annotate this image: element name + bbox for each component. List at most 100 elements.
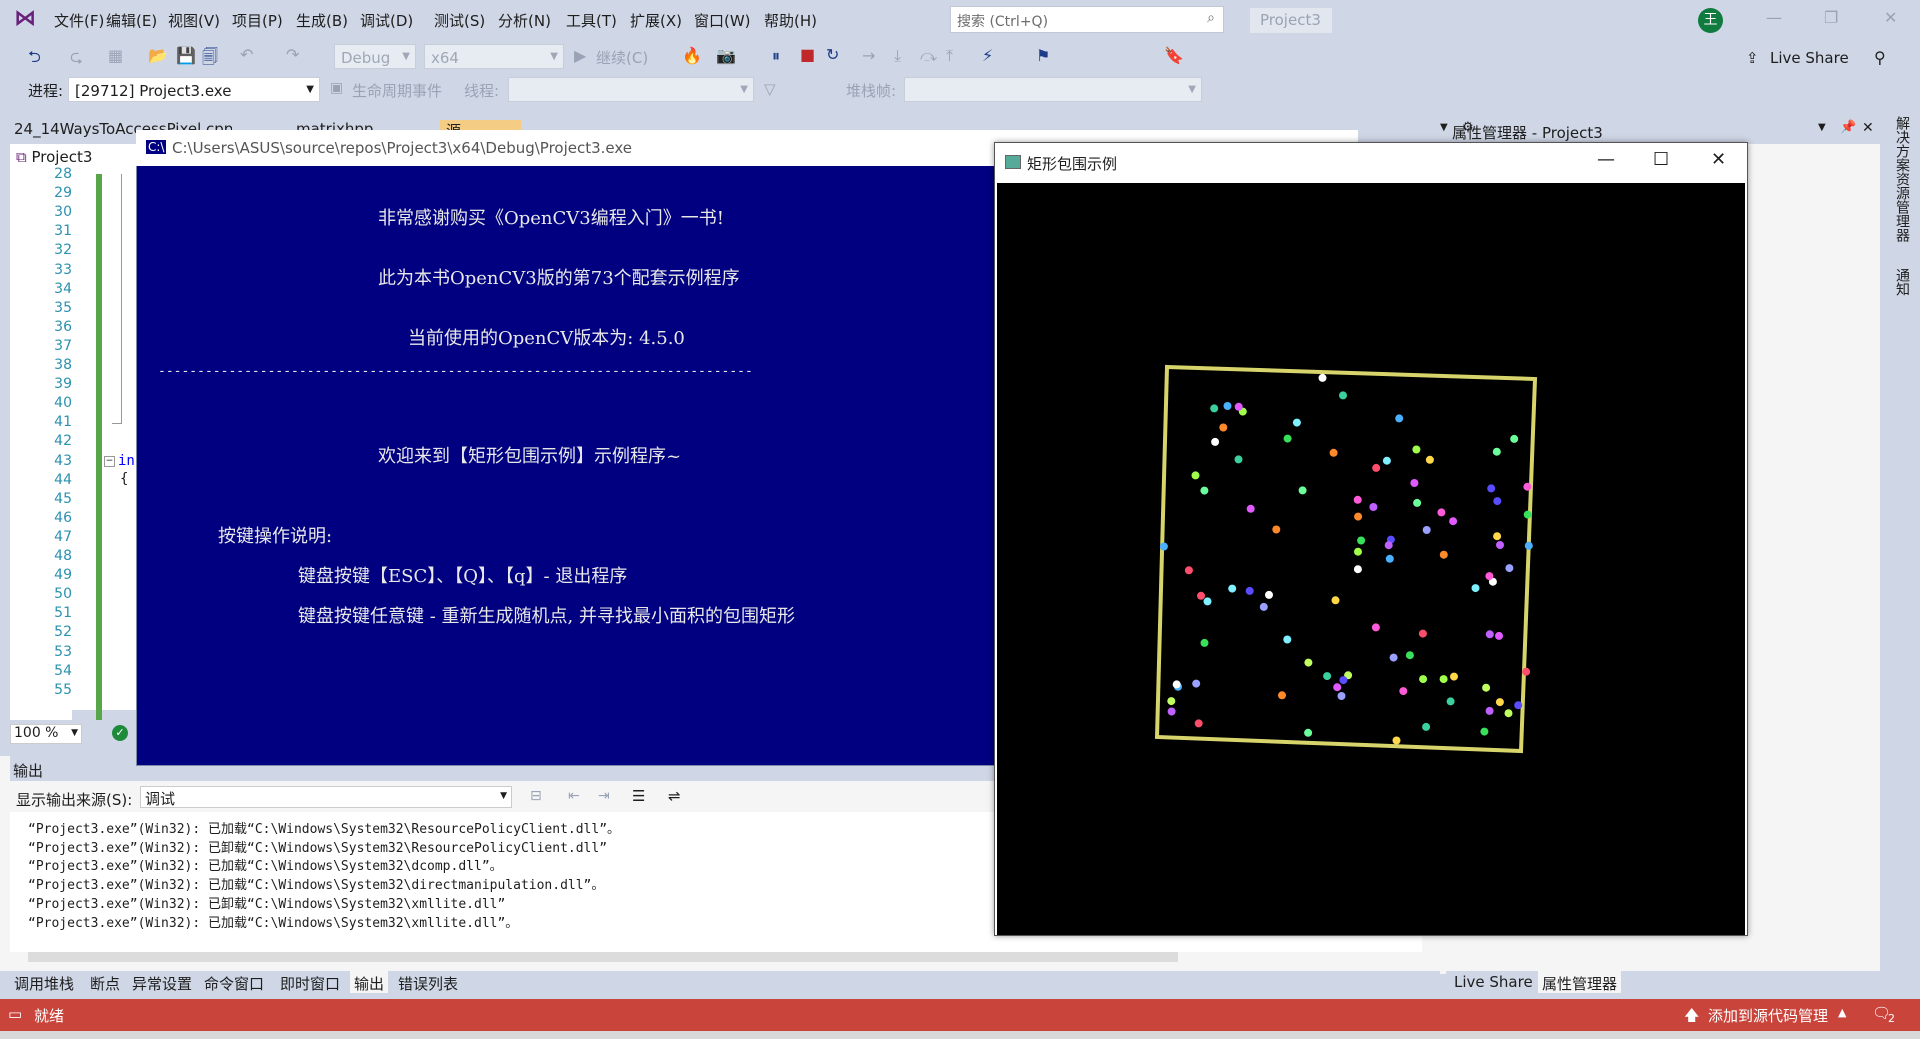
- menu-item-11[interactable]: 帮助(H): [764, 12, 817, 30]
- lifecycle-events-button[interactable]: 生命周期事件: [352, 82, 443, 100]
- menu-item-4[interactable]: 生成(B): [296, 12, 348, 30]
- min-area-rectangle: [1154, 364, 1538, 754]
- step-into-icon[interactable]: ⤓: [894, 46, 902, 65]
- hex-display-icon[interactable]: ⚡: [982, 46, 994, 65]
- dropdown-arrow-icon[interactable]: ▼: [1440, 122, 1448, 133]
- forward-icon[interactable]: ⮎: [70, 47, 83, 66]
- find-message-icon[interactable]: ⊟: [530, 788, 542, 804]
- image-maximize-icon[interactable]: ☐: [1653, 149, 1670, 170]
- notifications-icon[interactable]: 🗨: [1872, 1004, 1892, 1022]
- undo-icon[interactable]: ↶: [240, 45, 254, 64]
- maximize-icon[interactable]: ❐: [1824, 8, 1839, 27]
- change-indicator-bar: [96, 174, 102, 720]
- random-point: [1384, 541, 1393, 550]
- screenshot-icon[interactable]: 📷: [716, 46, 736, 65]
- menu-item-1[interactable]: 编辑(E): [106, 12, 158, 30]
- live-share-button[interactable]: Live Share: [1770, 49, 1849, 67]
- menu-item-3[interactable]: 项目(P): [232, 12, 283, 30]
- show-next-statement-icon[interactable]: →: [862, 46, 876, 65]
- horizontal-scrollbar[interactable]: [28, 952, 1178, 962]
- tab-property-manager[interactable]: 属性管理器: [1538, 971, 1622, 993]
- stop-icon[interactable]: ■: [800, 45, 816, 64]
- continue-button[interactable]: 继续(C): [596, 49, 649, 67]
- step-out-icon[interactable]: ⤒: [946, 46, 954, 65]
- prev-message-icon[interactable]: ⇤: [568, 788, 580, 804]
- live-share-icon[interactable]: ⇪: [1746, 49, 1759, 67]
- console-title: C:\Users\ASUS\source\repos\Project3\x64\…: [172, 139, 633, 157]
- menu-item-5[interactable]: 调试(D): [360, 12, 414, 30]
- console-line: 按键操作说明:: [218, 526, 333, 547]
- bottom-tab-4[interactable]: 即时窗口: [280, 975, 341, 993]
- save-all-icon[interactable]: 🗐: [202, 47, 218, 66]
- thread-icon[interactable]: ⚑: [1036, 46, 1051, 65]
- feedback-icon[interactable]: ⚲: [1874, 48, 1886, 67]
- search-input[interactable]: 搜索 (Ctrl+Q) ⌕: [950, 6, 1224, 33]
- tab-live-share[interactable]: Live Share: [1454, 973, 1533, 991]
- thread-dropdown[interactable]: ▼: [508, 77, 754, 102]
- pause-icon[interactable]: ⏸: [772, 46, 781, 65]
- random-point: [1449, 517, 1458, 526]
- platform-dropdown[interactable]: x64 ▼: [424, 44, 564, 69]
- solution-explorer-vertical-tab[interactable]: 解决方案资源管理器: [1894, 116, 1910, 242]
- step-over-icon[interactable]: ⤼: [920, 46, 938, 65]
- restart-icon[interactable]: ↻: [826, 45, 840, 64]
- stackframe-dropdown[interactable]: ▼: [904, 77, 1202, 102]
- bottom-tab-6[interactable]: 错误列表: [398, 975, 459, 993]
- bottom-tab-1[interactable]: 断点: [90, 975, 121, 993]
- source-control-arrow-icon[interactable]: ▲: [1838, 1006, 1847, 1019]
- scope-bracket: [112, 174, 122, 424]
- bottom-tab-2[interactable]: 异常设置: [132, 975, 193, 993]
- menu-item-0[interactable]: 文件(F): [54, 12, 105, 30]
- lifecycle-icon[interactable]: ▣: [330, 80, 344, 96]
- clear-all-icon[interactable]: ☰: [632, 787, 646, 805]
- filter-icon[interactable]: ▽: [764, 80, 776, 98]
- menu-item-6[interactable]: 测试(S): [434, 12, 486, 30]
- config-dropdown[interactable]: Debug ▼: [334, 44, 416, 69]
- menu-item-8[interactable]: 工具(T): [566, 12, 617, 30]
- image-close-icon[interactable]: ✕: [1711, 149, 1727, 170]
- random-point: [1283, 635, 1292, 644]
- random-point: [1510, 434, 1519, 443]
- continue-icon[interactable]: ▶: [574, 46, 587, 65]
- image-minimize-icon[interactable]: —: [1597, 149, 1615, 170]
- menu-item-7[interactable]: 分析(N): [498, 12, 551, 30]
- bottom-tab-3[interactable]: 命令窗口: [204, 975, 265, 993]
- open-icon[interactable]: 📂: [148, 46, 168, 65]
- notifications-vertical-tab[interactable]: 通知: [1894, 268, 1910, 296]
- menu-item-9[interactable]: 扩展(X): [630, 12, 682, 30]
- word-wrap-icon[interactable]: ⇌: [668, 787, 681, 805]
- bottom-tab-5[interactable]: 输出: [350, 971, 389, 993]
- collapse-icon[interactable]: −: [104, 456, 115, 467]
- output-source-dropdown[interactable]: 调试 ▼: [140, 786, 512, 808]
- panel-close-icon[interactable]: ✕: [1862, 120, 1874, 136]
- minimize-icon[interactable]: —: [1766, 8, 1782, 27]
- menu-item-10[interactable]: 窗口(W): [694, 12, 751, 30]
- bottom-tab-0[interactable]: 调用堆栈: [14, 975, 75, 993]
- close-icon[interactable]: ✕: [1884, 8, 1898, 27]
- opencv-image-window[interactable]: 矩形包围示例 — ☐ ✕: [994, 142, 1748, 936]
- hot-reload-icon[interactable]: 🔥: [682, 46, 702, 65]
- no-issues-icon[interactable]: ✓: [112, 725, 128, 741]
- project-dropdown[interactable]: ⧉ Project3: [16, 148, 93, 166]
- random-point: [1234, 455, 1243, 464]
- back-icon[interactable]: ⮌: [28, 47, 41, 66]
- bookmark-icon[interactable]: 🔖: [1164, 46, 1184, 65]
- panel-menu-icon[interactable]: ▼: [1818, 122, 1826, 133]
- settings-icon[interactable]: ⚙: [1462, 120, 1474, 135]
- redo-icon[interactable]: ↷: [286, 45, 300, 64]
- process-dropdown[interactable]: [29712] Project3.exe ▼: [68, 77, 320, 102]
- image-canvas: [997, 183, 1745, 935]
- avatar[interactable]: 王: [1698, 8, 1723, 33]
- next-message-icon[interactable]: ⇥: [598, 788, 610, 804]
- line-number: 30: [54, 204, 72, 221]
- zoom-dropdown[interactable]: 100 % ▼: [10, 724, 82, 744]
- new-project-icon[interactable]: ▦: [108, 46, 124, 65]
- vs-logo-icon[interactable]: ⋈: [14, 6, 36, 31]
- menu-item-2[interactable]: 视图(V): [168, 12, 220, 30]
- random-point: [1523, 510, 1532, 519]
- pin-icon[interactable]: 📌: [1840, 120, 1857, 135]
- output-line: “Project3.exe”(Win32): 已加载“C:\Windows\Sy…: [28, 878, 605, 894]
- source-control-button[interactable]: 添加到源代码管理: [1708, 1007, 1829, 1025]
- save-icon[interactable]: 💾: [176, 46, 196, 65]
- right-bottom-tabs: Live Share 属性管理器: [1446, 971, 1880, 993]
